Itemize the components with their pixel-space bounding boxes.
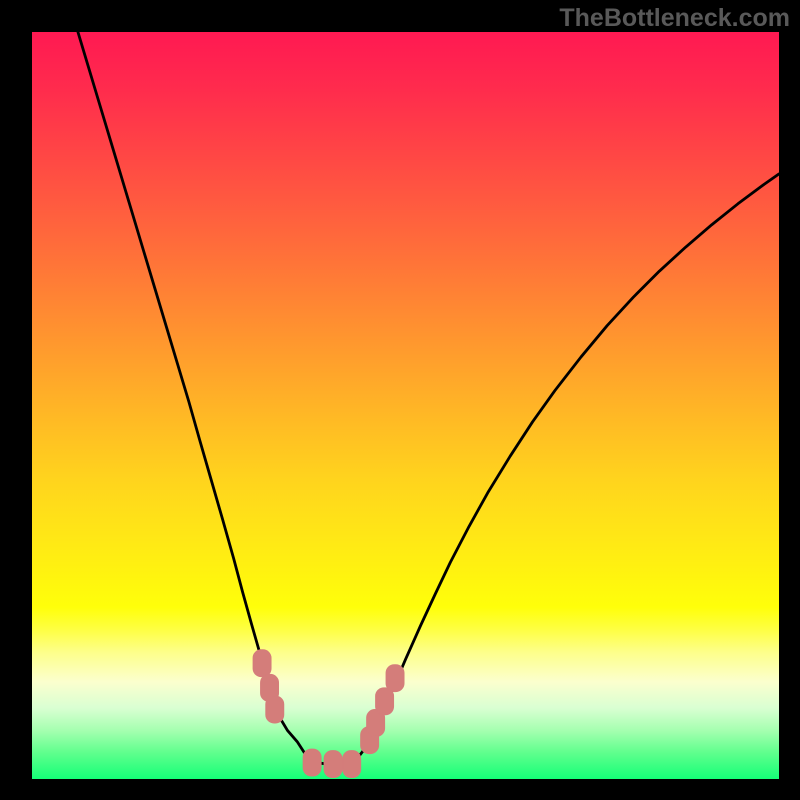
marker-0 <box>253 650 271 677</box>
marker-3 <box>303 749 321 776</box>
marker-4 <box>324 751 342 778</box>
marker-9 <box>386 665 404 692</box>
gradient-background <box>32 32 779 779</box>
watermark-label: TheBottleneck.com <box>559 4 790 33</box>
marker-2 <box>266 696 284 723</box>
marker-5 <box>343 751 361 778</box>
chart-frame: TheBottleneck.com <box>0 0 800 800</box>
marker-8 <box>376 688 394 715</box>
bottleneck-curve-plot <box>32 32 779 779</box>
